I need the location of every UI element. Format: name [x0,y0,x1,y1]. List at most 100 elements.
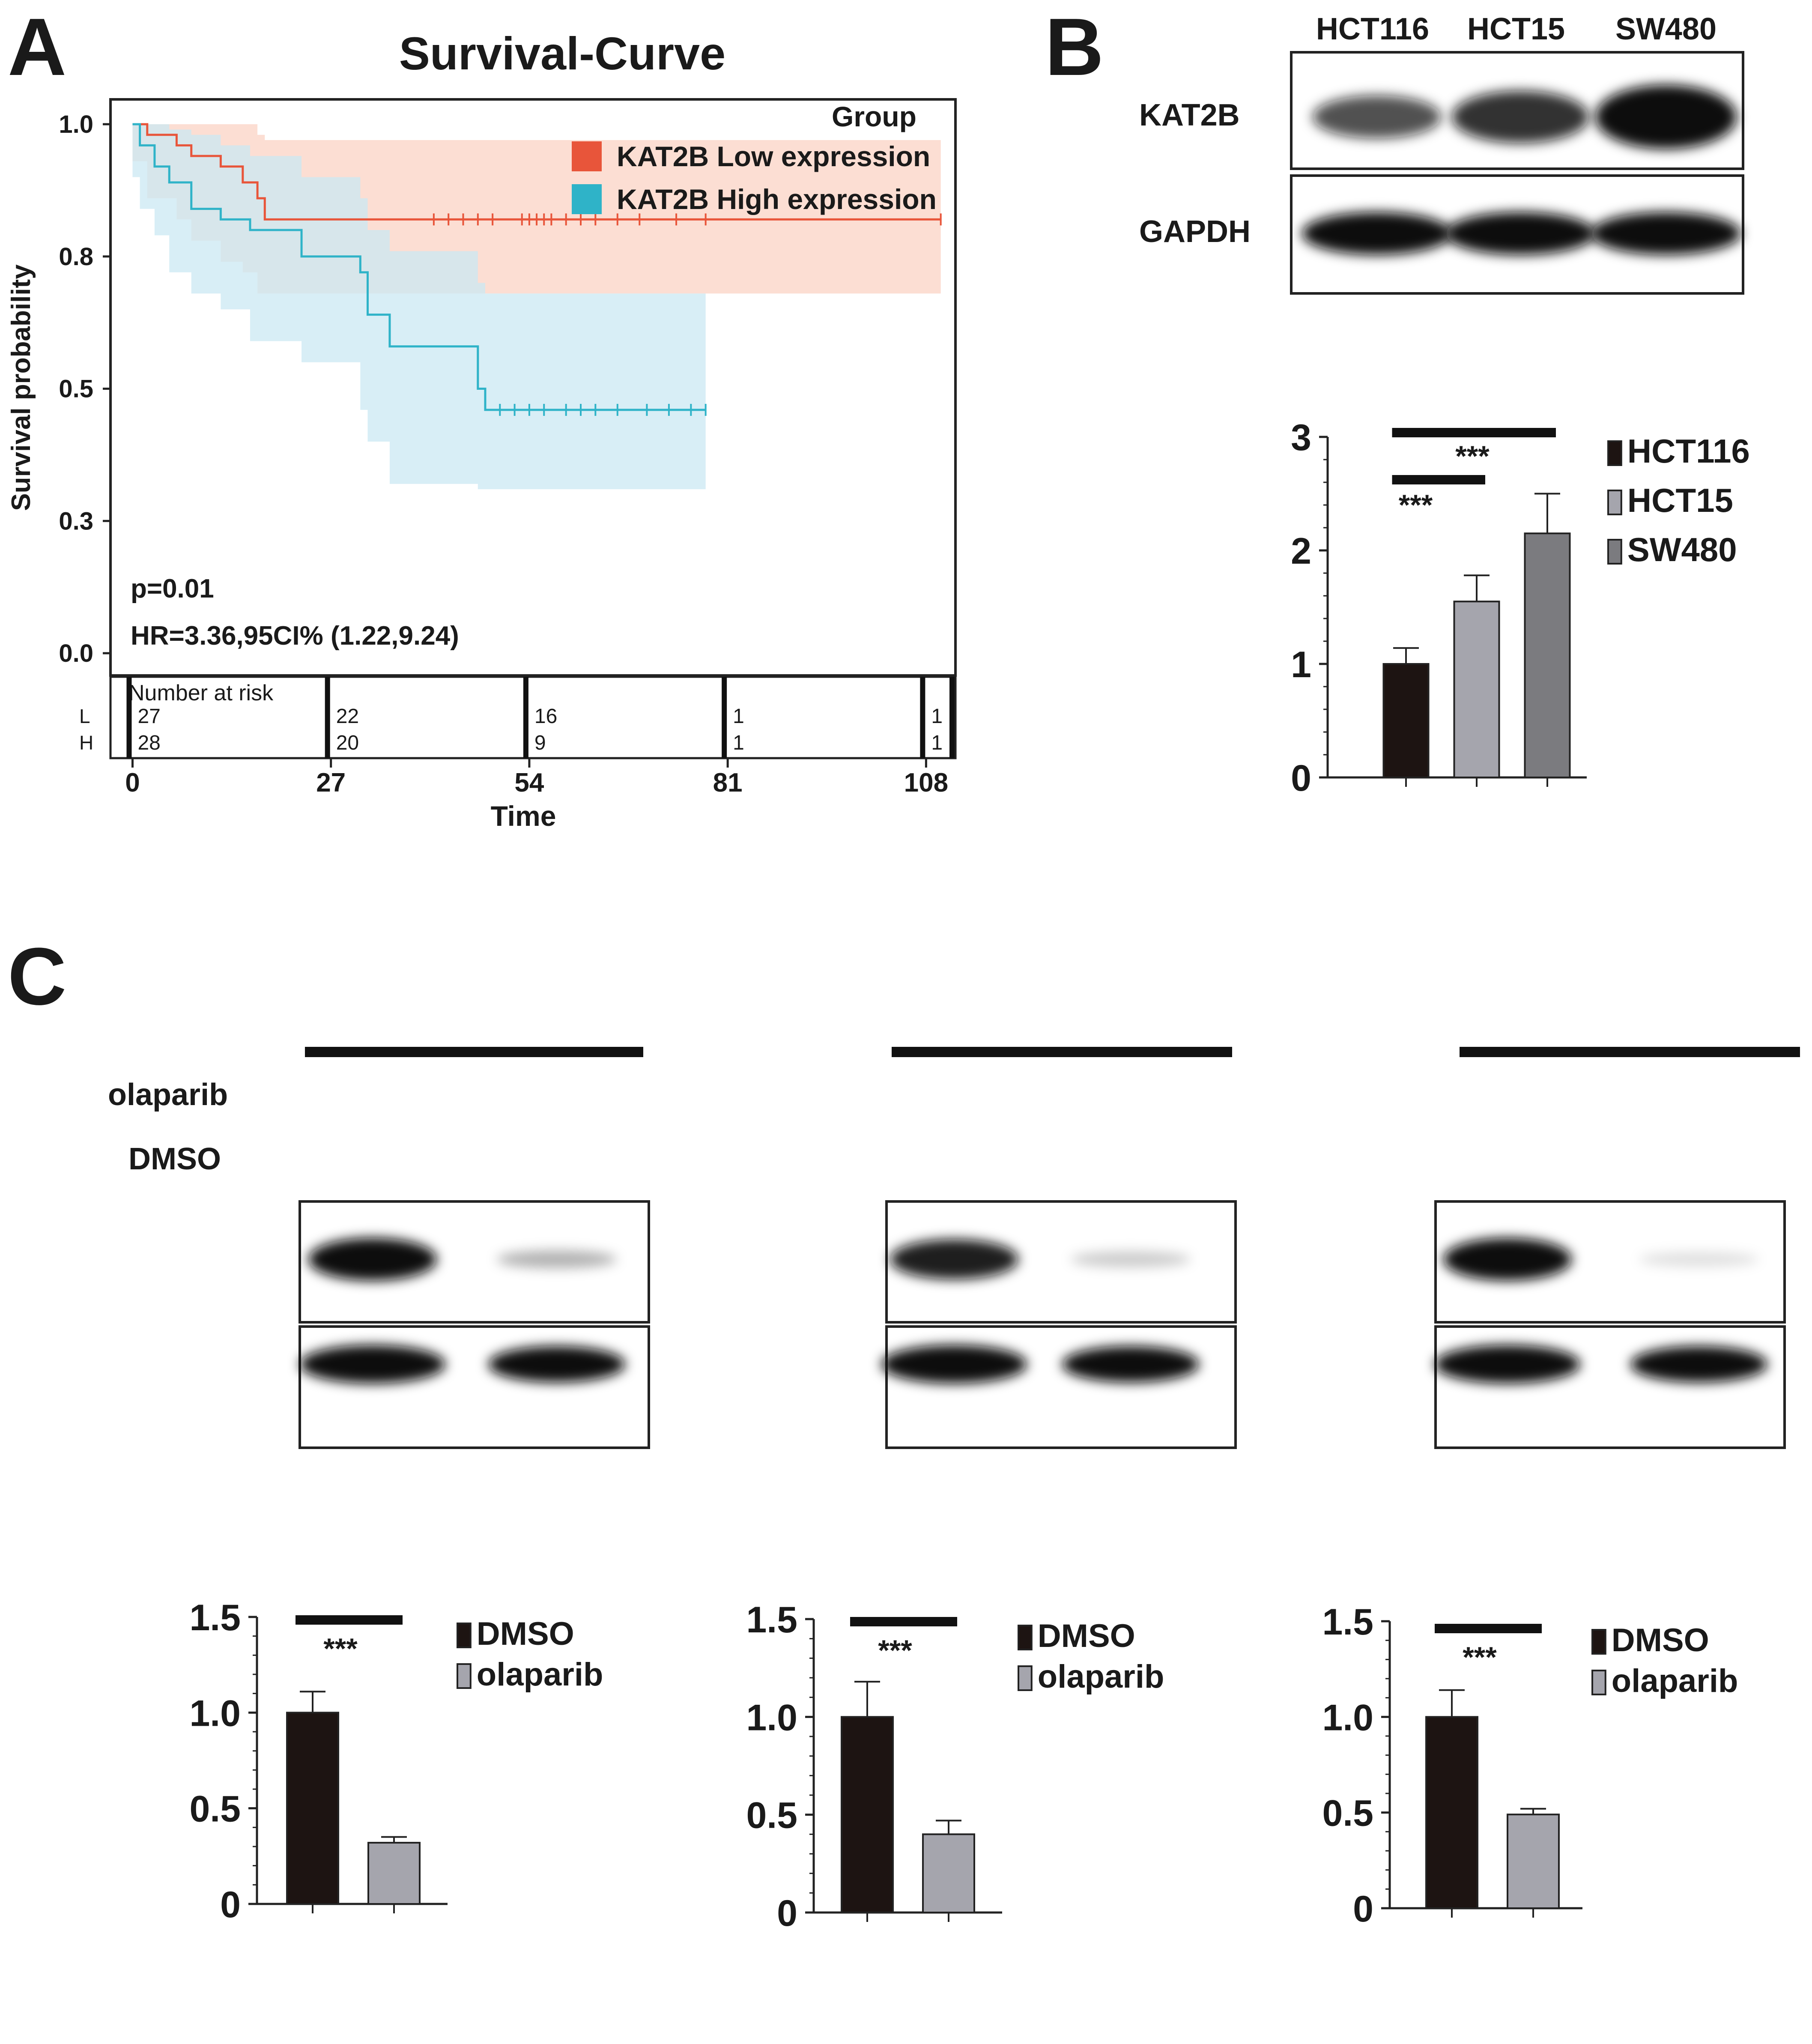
row-label-gapdh: GAPDH [1139,215,1251,249]
y-axis-label: Survival probability [6,264,36,511]
kat2b-band [308,1238,437,1281]
y-tick-label: 1.0 [189,1693,241,1734]
legend-swatch-low [572,141,602,171]
x-tick-label: 54 [514,768,544,798]
y-tick-label: 0.0 [59,639,93,667]
y-tick-label: 0.5 [59,375,93,403]
legend-swatch [1607,440,1622,466]
ci-band-high [132,124,706,490]
kat2b-band [497,1250,617,1268]
risk-count-high: 20 [336,732,359,754]
legend-label: HCT15 [1627,481,1733,519]
legend-label: DMSO [1038,1618,1135,1654]
kat2b-band [1443,1238,1572,1281]
risk-count-high: 28 [137,732,160,754]
gapdh-band [1630,1346,1767,1383]
legend-swatch [1018,1625,1033,1650]
hazard-ratio-annotation: HR=3.36,95CI% (1.22,9.24) [131,621,459,651]
significance-bar [850,1617,957,1626]
legend-label: olaparib [1612,1663,1738,1699]
chart-title: Survival-Curve [399,27,725,79]
kat2b-band [1071,1251,1191,1267]
cell-line-underline [1460,1047,1800,1057]
y-tick-label: 1.0 [746,1697,797,1738]
significance-bar [1392,475,1485,484]
risk-table-title: Number at risk [128,681,274,705]
legend: Group KAT2B Low expression KAT2B High ex… [572,101,937,215]
legend-swatch [1607,490,1622,515]
kat2b-band [1595,85,1737,149]
y-tick-label: 1 [1291,644,1311,685]
gapdh-band [488,1346,625,1383]
significance-bar [296,1615,403,1625]
gapdh-band [300,1345,445,1384]
lane-label-hct15: HCT15 [1467,12,1565,46]
y-tick-label: 1.0 [59,111,93,138]
legend-swatch [1018,1665,1033,1691]
y-tick-label: 1.0 [1322,1697,1373,1738]
significance-bar [1392,428,1556,437]
y-tick-label: 1.5 [189,1597,241,1638]
cell-line-underline [305,1047,643,1057]
significance-label: *** [878,1634,912,1667]
y-tick-label: 0.5 [1322,1793,1373,1834]
significance-label: *** [1455,440,1490,472]
legend-label: SW480 [1627,531,1737,568]
p-value-annotation: p=0.01 [131,574,214,604]
gapdh-band [1302,212,1452,255]
kat2b-band [890,1239,1018,1279]
panel-letter-b: B [1045,2,1104,93]
significance-label: *** [1463,1641,1497,1673]
bar-dmso [286,1712,339,1905]
treatment-label-olaparib: olaparib [108,1078,228,1112]
risk-count-low: 16 [534,705,557,728]
bar-chart-c-sw480: 0 0.5 1.0 1.5 *** DMSO olaparib [1322,1602,1738,1930]
significance-label: *** [1399,489,1433,521]
risk-row-label-l: L [79,705,90,727]
y-tick-label: 0.5 [746,1795,797,1836]
risk-count-low: 1 [931,705,943,728]
legend-label: olaparib [477,1656,603,1693]
x-tick-label: 27 [316,768,346,798]
x-axis-label: Time [491,800,556,832]
blot-frame-gapdh [885,1325,1237,1449]
legend-swatch [1607,539,1622,565]
bar-olaparib [922,1833,975,1914]
survival-line-high [132,123,706,411]
bar-dmso [841,1716,894,1913]
plot-frame [109,98,957,677]
legend-swatch [1591,1629,1606,1655]
x-tick-label: 0 [125,768,140,798]
gapdh-band [1591,212,1741,255]
panel-letter-c: C [8,931,66,1022]
risk-count-low: 22 [336,705,359,728]
legend-label: DMSO [1612,1622,1709,1659]
cell-line-underline [892,1047,1232,1057]
risk-count-low: 27 [137,705,160,728]
legend-swatch [1591,1670,1606,1695]
risk-table-cells: 27 28 22 20 16 9 1 1 1 1 [126,677,955,758]
significance-label: *** [323,1632,358,1665]
gapdh-band [1435,1345,1580,1384]
western-blot-c [299,1047,1800,1449]
legend-title: Group [832,101,916,132]
gapdh-band [881,1345,1027,1384]
treatment-label-dmso: DMSO [128,1142,221,1176]
row-label-kat2b: KAT2B [1139,98,1240,132]
x-tick-label: 108 [904,768,948,798]
legend-swatch-high [572,184,602,214]
kat2b-band [1313,95,1441,139]
risk-table: Number at risk L H 27 28 22 20 16 9 1 1 1 1 [79,675,957,759]
kat2b-band [1452,90,1589,143]
confidence-bands [132,124,941,490]
risk-table-frame [109,675,957,759]
y-tick-label: 0 [220,1884,241,1925]
lane-label-hct116: HCT116 [1316,12,1429,46]
survival-lines [132,123,942,416]
bar-hct116 [1382,663,1430,778]
risk-count-high: 1 [931,732,943,754]
legend-label: HCT116 [1627,432,1750,470]
bar-olaparib [1507,1814,1560,1909]
kat2b-band [1639,1252,1759,1267]
survival-line-low [132,123,941,221]
